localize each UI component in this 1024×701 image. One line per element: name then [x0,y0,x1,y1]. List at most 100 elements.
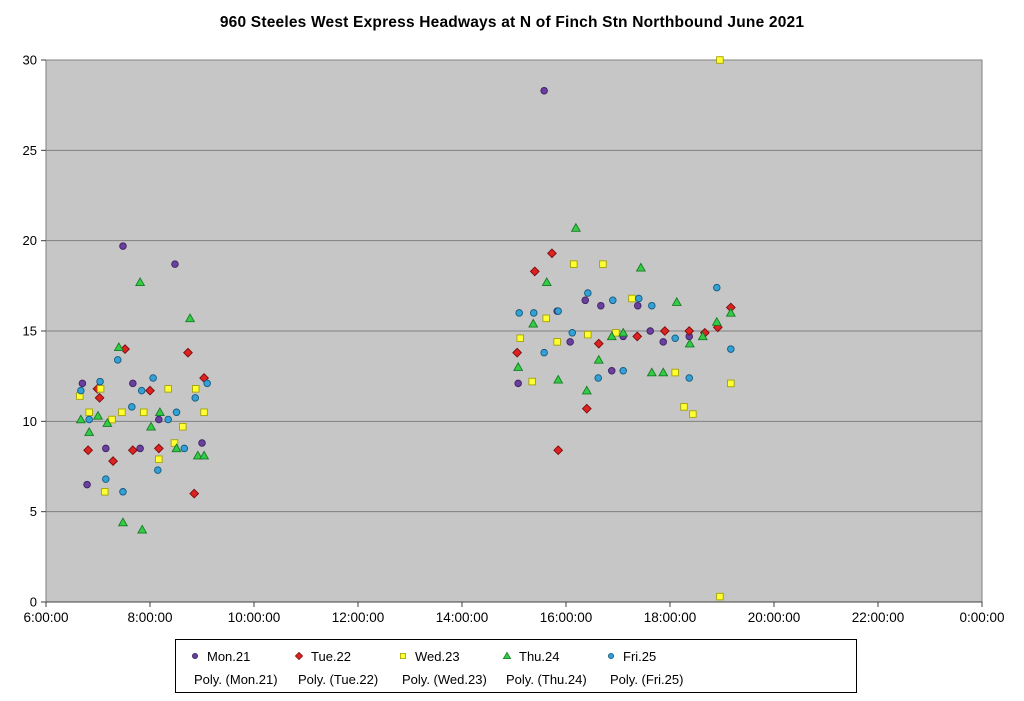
data-point-Thu.24 [635,262,646,272]
Thu.24-marker-icon [502,651,512,659]
data-point-Thu.24 [102,417,113,427]
data-point-Wed.23 [179,423,187,431]
legend-item-Mon.21: Mon.21 [189,648,250,664]
data-point-Wed.23 [101,488,109,496]
data-point-Tue.22 [512,347,523,358]
data-point-Wed.23 [108,415,116,424]
data-point-Wed.23 [553,338,561,346]
data-point-Thu.24 [697,331,708,341]
data-point-Wed.23 [164,385,172,393]
data-point-Fri.25 [584,289,592,297]
legend-poly-label-Thu.24: Poly. (Thu.24) [506,672,587,687]
legend-item-Tue.22: Tue.22 [293,648,351,664]
data-point-Wed.23 [584,330,592,339]
data-point-Tue.22 [189,488,200,499]
data-point-Thu.24 [92,410,104,420]
data-point-Fri.25 [180,444,189,453]
data-point-Thu.24 [646,367,657,377]
data-point-Fri.25 [203,379,211,388]
x-tick-label-0:00:00: 0:00:00 [959,610,1004,625]
data-point-Tue.22 [684,326,695,336]
legend-label-Mon.21: Mon.21 [207,648,251,664]
Fri.25-marker-icon [608,653,614,659]
Wed.23-marker-glyph [400,653,406,659]
data-point-Thu.24 [553,374,564,384]
y-tick-label-20: 20 [23,233,37,248]
data-point-Thu.24 [528,318,539,328]
data-point-Fri.25 [685,374,693,382]
legend-item-Thu.24: Thu.24 [501,648,559,664]
data-point-Fri.25 [154,466,162,474]
data-point-Fri.25 [530,309,538,317]
data-point-Mon.21 [581,296,589,305]
data-point-Fri.25 [671,334,679,342]
data-point-Fri.25 [648,301,656,310]
y-tick-label-30: 30 [23,53,37,68]
legend-label-Thu.24: Thu.24 [519,648,560,664]
data-point-Thu.24 [192,450,203,460]
data-point-Thu.24 [113,342,124,352]
data-point-Tue.22 [127,445,138,456]
legend-item-Wed.23: Wed.23 [397,648,460,664]
Mon.21-marker-glyph [192,653,198,659]
data-point-Thu.24 [570,222,581,232]
data-point-Mon.21 [171,260,179,268]
data-point-Wed.23 [140,408,148,417]
data-point-Wed.23 [85,408,93,417]
y-tick-label-5: 5 [30,504,37,519]
Tue.22-marker-icon [294,651,304,661]
x-tick-label-14:00:00: 14:00:00 [436,610,489,625]
x-tick-label-8:00:00: 8:00:00 [127,610,172,625]
data-point-Wed.23 [727,379,735,388]
data-point-Mon.21 [78,379,87,388]
data-point-Tue.22 [553,445,564,456]
data-point-Tue.22 [529,266,540,277]
data-point-Fri.25 [540,348,548,357]
legend-poly-label-Tue.22: Poly. (Tue.22) [298,672,379,687]
chart-title: 960 Steeles West Express Headways at N o… [219,14,805,31]
data-point-Fri.25 [114,356,122,364]
legend-poly-label-Wed.23: Poly. (Wed.23) [402,672,487,687]
data-point-Wed.23 [118,408,126,417]
data-point-Fri.25 [85,415,93,424]
data-point-Wed.23 [200,408,208,417]
x-tick-label-10:00:00: 10:00:00 [228,610,281,625]
data-point-Thu.24 [513,361,524,371]
data-point-Wed.23 [96,385,105,393]
Wed.23-marker-icon [400,653,406,659]
data-point-Tue.22 [83,445,94,456]
legend-item-Fri.25: Fri.25 [605,648,656,664]
data-point-Fri.25 [568,329,576,337]
data-point-Fri.25 [172,408,181,417]
data-point-Thu.24 [684,338,695,348]
data-point-Fri.25 [77,386,85,395]
data-point-Fri.25 [554,307,562,315]
x-tick-label-18:00:00: 18:00:00 [644,610,697,625]
data-point-Tue.22 [145,385,155,396]
data-point-Mon.21 [198,439,206,447]
data-point-Tue.22 [581,403,592,414]
y-tick-label-10: 10 [23,414,37,429]
data-point-Thu.24 [171,443,182,453]
data-point-Thu.24 [711,316,722,326]
data-point-Fri.25 [102,475,110,483]
legend-poly-label-Fri.25: Poly. (Fri.25) [610,672,684,687]
data-point-Tue.22 [183,347,193,358]
data-point-Mon.21 [608,366,616,375]
data-point-Fri.25 [128,403,136,411]
data-point-Tue.22 [108,456,119,467]
data-point-Wed.23 [516,334,524,342]
data-point-Thu.24 [137,524,148,534]
data-point-Fri.25 [119,488,127,496]
data-point-Wed.23 [716,592,724,601]
y-tick-label-0: 0 [30,595,37,610]
Mon.21-marker-icon [192,653,198,659]
data-point-Fri.25 [619,366,627,375]
data-point-Thu.24 [541,277,552,286]
data-point-Wed.23 [680,403,688,411]
legend-label-Fri.25: Fri.25 [623,648,657,664]
data-point-Thu.24 [725,307,736,317]
data-point-Wed.23 [155,455,163,464]
